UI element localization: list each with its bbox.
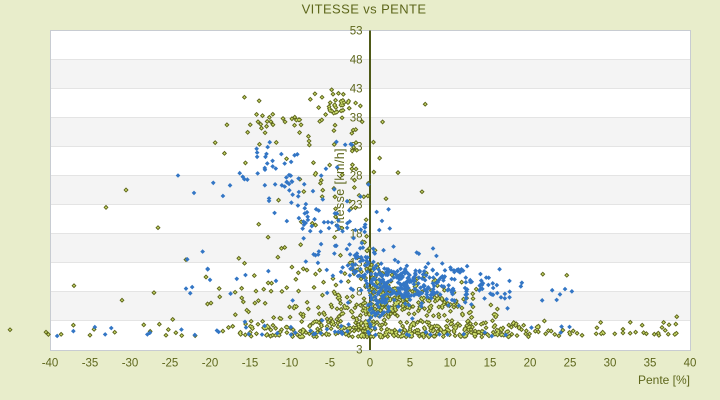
- svg-text:3: 3: [356, 316, 362, 328]
- svg-text:0: 0: [367, 358, 373, 370]
- svg-text:-25: -25: [162, 358, 179, 370]
- svg-text:30: 30: [604, 358, 617, 370]
- svg-text:Pente [%]: Pente [%]: [638, 373, 690, 387]
- svg-text:25: 25: [564, 358, 577, 370]
- svg-text:-20: -20: [202, 358, 219, 370]
- svg-text:53: 53: [350, 26, 363, 38]
- svg-text:35: 35: [644, 358, 657, 370]
- svg-text:5: 5: [407, 358, 413, 370]
- svg-text:-5: -5: [325, 358, 335, 370]
- svg-text:3: 3: [356, 345, 362, 357]
- svg-text:-35: -35: [82, 358, 99, 370]
- svg-text:40: 40: [684, 358, 697, 370]
- svg-text:VITESSE vs PENTE: VITESSE vs PENTE: [302, 2, 427, 17]
- svg-text:-15: -15: [242, 358, 259, 370]
- svg-text:-40: -40: [42, 358, 59, 370]
- svg-text:43: 43: [350, 84, 363, 96]
- svg-text:15: 15: [484, 358, 497, 370]
- svg-text:38: 38: [350, 113, 363, 125]
- svg-text:48: 48: [350, 55, 363, 67]
- svg-text:8: 8: [356, 287, 362, 299]
- svg-text:10: 10: [444, 358, 457, 370]
- svg-text:-10: -10: [282, 358, 299, 370]
- svg-text:20: 20: [524, 358, 537, 370]
- svg-text:-30: -30: [122, 358, 139, 370]
